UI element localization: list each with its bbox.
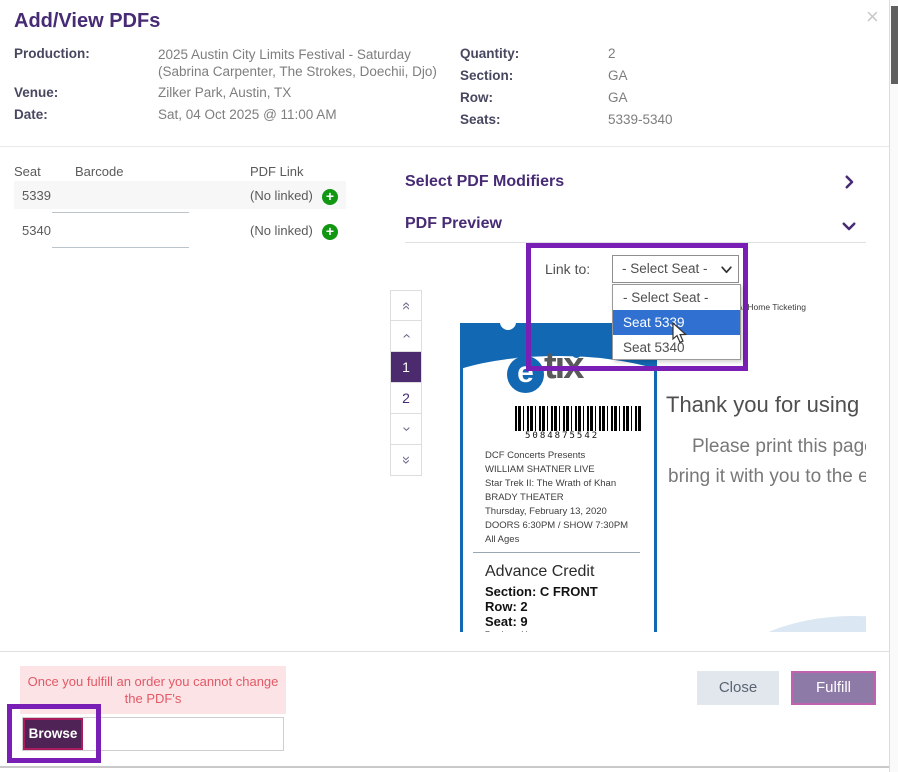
fulfill-warning: Once you fulfill an order you cannot cha… [20, 666, 286, 714]
production-value: 2025 Austin City Limits Festival - Satur… [158, 47, 437, 79]
ticket-line: Star Trek II: The Wrath of Khan [485, 478, 617, 489]
warning-line: the PDF's [124, 691, 182, 706]
row-value: GA [608, 90, 628, 105]
venue-value: Zilker Park, Austin, TX [158, 85, 292, 100]
ticket-line: DCF Concerts Presents [485, 450, 586, 461]
ticket-line: DOORS 6:30PM / SHOW 7:30PM [485, 520, 629, 531]
chevron-down-icon: › [398, 426, 415, 432]
add-pdf-icon[interactable]: + [322, 224, 338, 240]
double-chevron-down-icon: » [398, 455, 415, 465]
ticket-line: WILLIAM SHATNER LIVE [485, 464, 595, 475]
warning-line: Once you fulfill an order you cannot cha… [27, 674, 279, 689]
scrollbar-thumb[interactable] [891, 6, 898, 84]
select-caret-icon [720, 263, 733, 276]
page-button-1[interactable]: 1 [390, 352, 422, 383]
quantity-value: 2 [608, 46, 616, 61]
barcode-input[interactable] [52, 247, 189, 248]
decorative-ellipse [724, 616, 866, 632]
ticket-preview: e tıx 5084875542 DCF Concerts Presents WI… [460, 323, 657, 632]
ticket-line: All Ages [485, 534, 520, 545]
ticket-purchased-by: Purchased by: [485, 630, 536, 632]
ticket-barcode [515, 406, 641, 431]
ticket-credit: Advance Credit [485, 563, 595, 580]
thank-you-text: Thank you for using Etix [666, 392, 866, 417]
section-label: Section: [460, 68, 514, 83]
prev-page-button[interactable]: › [390, 321, 422, 352]
seat-number: 5339 [22, 188, 51, 203]
link-to-label: Link to: [545, 261, 591, 277]
option-seat-5339[interactable]: Seat 5339 [613, 310, 740, 335]
link-to-option-list: - Select Seat - Seat 5339 Seat 5340 [612, 284, 741, 360]
page-button-2[interactable]: 2 [390, 383, 422, 414]
date-value: Sat, 04 Oct 2025 @ 11:00 AM [158, 107, 337, 122]
col-header-pdf-link: PDF Link [250, 164, 304, 179]
accordion-pdf-preview[interactable]: PDF Preview [405, 215, 502, 232]
ticket-divider [473, 552, 640, 553]
date-label: Date: [14, 107, 48, 122]
ticket-line: BRADY THEATER [485, 492, 564, 503]
instructions-line: bring it with you to the event [668, 466, 866, 487]
browse-button[interactable]: Browse [23, 718, 83, 750]
header-divider [0, 146, 898, 147]
col-header-barcode: Barcode [75, 164, 124, 179]
ticket-section: Section: C FRONT [485, 584, 598, 599]
accordion-select-pdf-modifiers[interactable]: Select PDF Modifiers [405, 173, 565, 190]
production-label: Production: [14, 46, 90, 61]
close-icon[interactable]: × [866, 4, 879, 29]
at-home-ticketing-note: At Home Ticketing [737, 302, 806, 312]
row-label: Row: [460, 90, 493, 105]
add-pdf-icon[interactable]: + [322, 189, 338, 205]
chevron-right-icon[interactable] [840, 173, 858, 191]
link-to-selected-value: - Select Seat - [622, 261, 708, 276]
chevron-up-icon: › [397, 333, 414, 339]
ticket-row: Row: 2 [485, 599, 528, 614]
double-chevron-up-icon: » [397, 301, 414, 311]
footer-divider [0, 651, 898, 652]
seats-value: 5339-5340 [608, 112, 673, 127]
section-value: GA [608, 68, 628, 83]
seats-label: Seats: [460, 112, 501, 127]
next-page-button[interactable]: › [390, 414, 422, 445]
etix-logo-dot [572, 349, 581, 358]
etix-logo-e: e [507, 356, 544, 393]
pdf-link-status: (No linked) [250, 223, 313, 238]
ticket-seat: Seat: 9 [485, 614, 528, 629]
col-header-seat: Seat [14, 164, 41, 179]
ticket-barcode-number: 5084875542 [525, 431, 600, 441]
chevron-down-icon[interactable] [840, 217, 858, 235]
last-page-button[interactable]: » [390, 445, 422, 476]
seat-number: 5340 [22, 223, 51, 238]
first-page-button[interactable]: » [390, 290, 422, 321]
page-title: Add/View PDFs [14, 10, 161, 32]
quantity-label: Quantity: [460, 46, 520, 61]
pdf-link-status: (No linked) [250, 188, 313, 203]
etix-logo: e tıx [507, 345, 584, 393]
option-select-seat[interactable]: - Select Seat - [623, 290, 709, 305]
table-row [14, 181, 346, 209]
link-to-select[interactable]: - Select Seat - [612, 255, 739, 283]
venue-label: Venue: [14, 85, 59, 100]
preview-divider [405, 242, 866, 243]
scrollbar-track[interactable] [889, 0, 898, 772]
modal-bottom-edge [0, 766, 898, 768]
instructions-line: Please print this page and [692, 436, 866, 457]
ticket-line: Thursday, February 13, 2020 [485, 506, 607, 517]
option-seat-5340[interactable]: Seat 5340 [623, 340, 685, 355]
barcode-input[interactable] [52, 212, 189, 213]
fulfill-button[interactable]: Fulfill [791, 671, 876, 705]
mouse-cursor [671, 322, 691, 344]
close-button[interactable]: Close [697, 671, 779, 705]
